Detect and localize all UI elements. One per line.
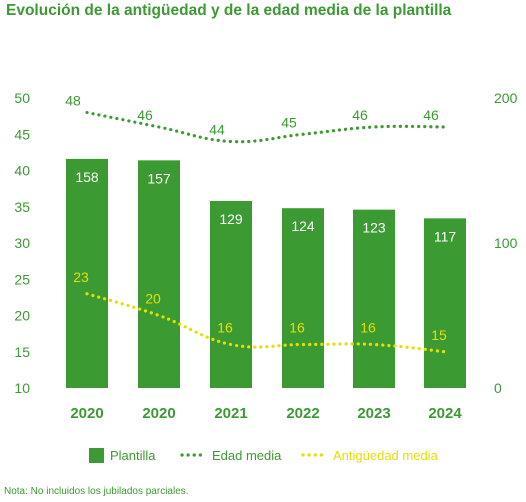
legend-antiguedad-label: Antigüedad media [333, 448, 439, 463]
antiguedad-media-label: 16 [217, 320, 233, 336]
edad-media-label: 48 [65, 93, 81, 109]
line-series [85, 110, 447, 354]
antiguedad-media-label: 16 [360, 320, 376, 336]
x-tick-label: 2021 [214, 405, 247, 422]
edad-media-label: 44 [209, 122, 225, 138]
left-axis: 10 15 20 25 30 35 40 45 50 [14, 90, 30, 396]
bar-value-label: 124 [291, 218, 315, 234]
bar-value-label: 129 [219, 211, 243, 227]
antiguedad-media-label: 23 [73, 269, 89, 285]
bar-value-label: 117 [434, 228, 457, 244]
edad-media-label: 46 [352, 107, 368, 123]
bar-3 [282, 208, 324, 388]
left-tick-label: 20 [14, 308, 30, 324]
left-tick-label: 35 [14, 199, 30, 215]
x-tick-label: 2023 [357, 405, 390, 422]
antiguedad-media-label: 15 [431, 327, 447, 343]
x-tick-label: 2022 [286, 405, 319, 422]
line-labels: 48 46 44 45 46 46 23 20 16 16 16 15 [65, 93, 447, 343]
antiguedad-media-label: 16 [289, 320, 305, 336]
right-tick-label: 100 [494, 235, 518, 251]
edad-media-label: 46 [423, 107, 439, 123]
edad-media-line [85, 110, 447, 144]
left-tick-label: 45 [14, 126, 30, 142]
left-tick-label: 25 [14, 271, 30, 287]
left-tick-label: 50 [14, 90, 30, 106]
edad-media-label: 46 [137, 107, 153, 123]
left-tick-label: 40 [14, 163, 30, 179]
legend-plantilla-swatch [89, 448, 104, 463]
x-tick-label: 2020 [142, 405, 175, 422]
bar-5 [424, 218, 466, 388]
x-tick-label: 2020 [70, 405, 103, 422]
antiguedad-media-line [85, 292, 447, 354]
bar-value-label: 123 [362, 220, 386, 236]
bar-series [66, 158, 466, 388]
bar-4 [353, 209, 395, 388]
legend-plantilla-label: Plantilla [110, 448, 156, 463]
chart-title: Evolución de la antigüedad y de la edad … [6, 2, 452, 19]
right-axis: 0 100 200 [494, 90, 518, 396]
left-tick-label: 30 [14, 235, 30, 251]
edad-media-label: 45 [281, 114, 297, 130]
antiguedad-media-label: 20 [145, 291, 161, 307]
left-tick-label: 15 [14, 344, 30, 360]
legend: Plantilla Edad media Antigüedad media [89, 448, 439, 463]
bar-0 [66, 158, 108, 388]
left-tick-label: 10 [14, 380, 30, 396]
bar-value-label: 157 [147, 170, 171, 186]
x-tick-label: 2024 [428, 405, 462, 422]
legend-edad-label: Edad media [212, 448, 282, 463]
bar-1 [138, 160, 180, 388]
bar-labels: 158 157 129 124 123 117 [75, 169, 456, 244]
footnote: Nota: No incluidos los jubilados parcial… [4, 486, 189, 497]
x-axis: 2020 2020 2021 2022 2023 2024 [70, 405, 462, 422]
right-tick-label: 200 [494, 90, 518, 106]
right-tick-label: 0 [494, 380, 502, 396]
bar-value-label: 158 [75, 169, 99, 185]
bar-2 [210, 200, 252, 388]
